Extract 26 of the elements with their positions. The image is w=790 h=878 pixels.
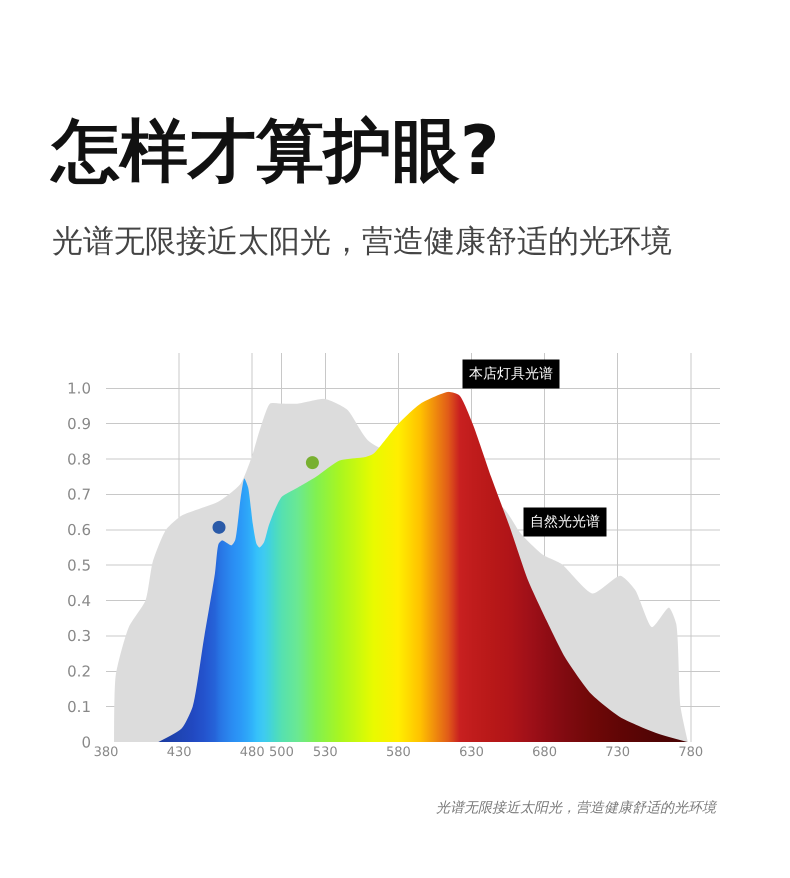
annotation: 自然光光谱 <box>530 514 600 530</box>
y-tick-label: 0.8 <box>67 450 91 468</box>
y-tick-label: 0.1 <box>67 698 91 716</box>
text: 光谱无限接近太阳光，营造健康舒适的光环境 <box>436 800 718 816</box>
y-tick-label: 0.5 <box>67 556 91 574</box>
y-tick-label: 0.6 <box>67 521 91 540</box>
x-tick-label: 480 <box>240 745 265 760</box>
x-tick-label: 430 <box>166 745 192 760</box>
x-tick-label: 580 <box>386 745 411 760</box>
x-tick-label: 380 <box>94 745 118 760</box>
y-tick-label: 0.2 <box>67 662 91 681</box>
x-tick-label: 630 <box>459 745 484 760</box>
y-tick-label: 0 <box>81 733 91 752</box>
x-tick-label: 780 <box>678 745 704 760</box>
x-tick-label: 730 <box>605 745 630 760</box>
y-tick-label: 0.7 <box>67 486 91 504</box>
chart-title: 怎样才算护眼? <box>49 112 500 191</box>
y-tick-label: 0.3 <box>67 627 91 646</box>
y-tick-label: 0.4 <box>67 592 91 610</box>
chart-subtitle: 光谱无限接近太阳光，营造健康舒适的光环境 <box>52 223 672 260</box>
y-tick-label: 1.0 <box>67 380 91 398</box>
x-tick-label: 530 <box>312 745 338 760</box>
annotation: 本店灯具光谱 <box>469 366 553 382</box>
x-tick-label: 500 <box>269 745 294 760</box>
x-tick-label: 680 <box>532 745 557 760</box>
y-tick-label: 0.9 <box>67 414 91 433</box>
